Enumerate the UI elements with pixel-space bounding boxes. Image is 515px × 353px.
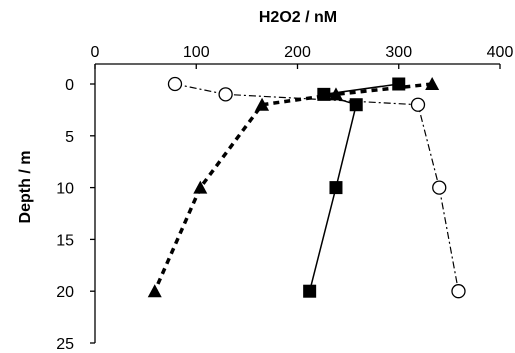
series-square-filled [303,77,406,298]
data-point-triangle [147,284,162,298]
data-point-triangle [328,87,343,101]
x-tick-label: 0 [91,44,100,61]
data-point-triangle [425,77,440,90]
y-tick-label: 20 [56,284,74,301]
y-tick-label: 10 [56,181,74,198]
x-axis-title: H2O2 / nM [259,9,337,26]
y-tick-label: 15 [56,232,74,249]
x-tick-label: 200 [284,44,311,61]
y-axis-title: Depth / m [17,151,34,224]
y-tick-label: 5 [65,129,74,146]
data-point-circle [451,284,466,299]
data-point-circle [218,87,233,102]
data-point-triangle [193,180,208,194]
x-tick-label: 100 [183,44,210,61]
series-circle-open [167,76,466,299]
data-point-circle [432,180,447,195]
series-line [174,83,460,292]
series-line [153,82,433,292]
data-point-square [303,284,317,298]
data-point-square [349,98,363,112]
y-tick-label: 0 [65,77,74,94]
data-point-circle [167,76,183,92]
x-ticks: 0 100 200 300 400 [91,44,514,69]
series-line [308,83,399,292]
x-tick-label: 400 [487,44,514,61]
data-point-circle [410,97,426,112]
y-ticks: 0 5 10 15 20 25 [56,77,95,353]
series-triangle-filled [147,77,440,298]
x-tick-label: 300 [385,44,412,61]
y-tick-label: 25 [56,336,74,353]
data-point-triangle [255,97,270,111]
series-layer [147,76,466,299]
data-point-square [329,181,343,195]
axes: 0 100 200 300 400 0 5 10 15 20 25 [56,44,513,353]
